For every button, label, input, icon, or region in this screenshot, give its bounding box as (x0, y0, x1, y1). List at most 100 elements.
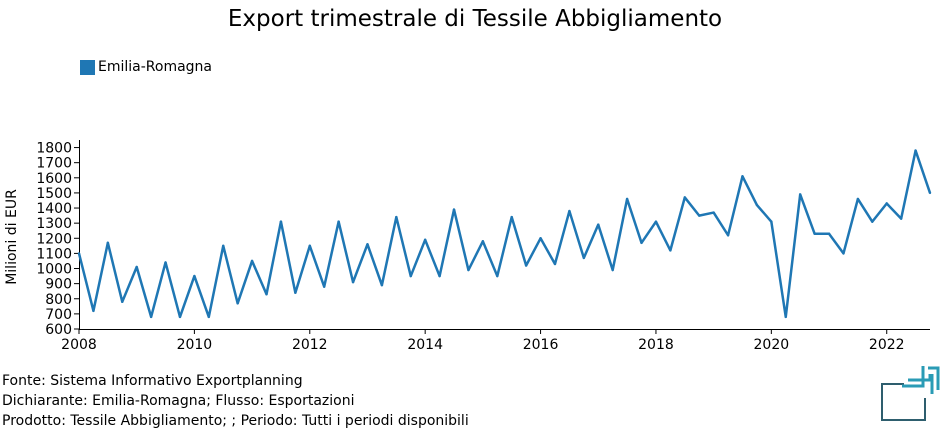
data-point (222, 244, 225, 248)
y-axis-label: Milioni di EUR (4, 189, 20, 285)
data-point (351, 280, 355, 284)
legend-label-emilia-romagna: Emilia-Romagna (98, 59, 213, 75)
x-tick-label: 2020 (754, 337, 790, 353)
data-point (712, 211, 715, 214)
data-point (625, 197, 629, 201)
data-point (510, 215, 513, 219)
y-tick-label: 600 (45, 322, 72, 338)
data-point (452, 208, 456, 211)
data-point (928, 191, 932, 195)
y-tick-label: 1700 (36, 156, 72, 172)
y-tick-label: 1100 (36, 246, 72, 262)
data-point (568, 209, 571, 213)
data-point (914, 149, 917, 152)
data-point (597, 223, 600, 226)
data-point (409, 274, 412, 278)
data-point (683, 196, 686, 199)
y-axis: 6007008009001000110012001300140015001600… (4, 140, 80, 338)
x-tick-label: 2022 (869, 337, 905, 353)
data-point (438, 274, 441, 278)
data-point (669, 249, 672, 252)
x-ticks: 2008 2010 2012 2014 2016 2018 2020 2022 (61, 329, 905, 353)
x-tick-label: 2014 (407, 337, 443, 353)
x-tick-label: 2016 (523, 337, 559, 353)
data-point (178, 315, 182, 319)
data-point (366, 243, 369, 246)
data-point (582, 256, 586, 260)
data-point (726, 234, 730, 237)
y-tick-label: 1800 (36, 141, 72, 157)
data-point (265, 293, 268, 296)
data-point (871, 220, 874, 223)
data-point (164, 261, 167, 264)
data-point (496, 274, 499, 278)
y-tick-label: 1200 (36, 231, 72, 247)
data-point (121, 300, 124, 303)
data-point (856, 197, 860, 201)
footer-source: Fonte: Sistema Informativo Exportplannin… (2, 373, 303, 389)
legend: Emilia-Romagna (80, 59, 212, 75)
data-point (899, 217, 903, 220)
data-point (308, 244, 311, 248)
y-tick-label: 1500 (36, 186, 72, 202)
data-point (423, 238, 427, 241)
y-tick-label: 900 (45, 277, 72, 293)
data-point (380, 283, 384, 287)
y-tick-label: 800 (45, 292, 72, 308)
data-point (827, 232, 831, 235)
series-layer (77, 149, 932, 319)
data-point (784, 315, 787, 319)
legend-swatch-emilia-romagna (80, 59, 95, 75)
x-tick-label: 2012 (292, 337, 328, 353)
data-point (149, 315, 153, 319)
chart-title: Export trimestrale di Tessile Abbigliame… (227, 6, 723, 32)
logo-arrow (902, 366, 940, 394)
data-point (654, 220, 658, 223)
data-point (77, 252, 81, 255)
footer: Fonte: Sistema Informativo Exportplannin… (2, 371, 469, 431)
data-point (611, 268, 614, 272)
exportplanning-logo-icon[interactable] (878, 364, 940, 424)
data-point (842, 252, 845, 255)
data-point (640, 241, 643, 245)
data-point (813, 232, 816, 235)
data-point (467, 268, 470, 272)
footer-product: Prodotto: Tessile Abbigliamento; ; Perio… (2, 413, 469, 429)
y-tick-label: 1600 (36, 171, 72, 187)
x-tick-label: 2010 (177, 337, 213, 353)
x-tick-label: 2018 (638, 337, 674, 353)
x-tick-label: 2008 (61, 337, 97, 353)
data-point (539, 237, 542, 240)
y-ticks: 6007008009001000110012001300140015001600… (36, 141, 79, 338)
data-point (798, 193, 802, 196)
data-point (236, 302, 239, 305)
logo-frame (881, 383, 926, 421)
data-point (755, 203, 759, 207)
data-point (885, 202, 888, 205)
footer-declarant: Dichiarante: Emilia-Romagna; Flusso: Esp… (2, 393, 355, 409)
data-point (135, 265, 138, 269)
data-point (481, 240, 485, 243)
data-point (770, 220, 773, 223)
data-point (279, 220, 283, 223)
y-tick-label: 1300 (36, 216, 72, 232)
y-tick-label: 700 (45, 307, 72, 323)
data-point (741, 175, 744, 178)
data-point (106, 241, 110, 245)
data-point (193, 274, 196, 278)
data-point (395, 215, 398, 219)
y-tick-label: 1000 (36, 262, 72, 278)
data-point (337, 220, 340, 223)
data-point (553, 262, 557, 266)
data-point (294, 291, 297, 294)
data-point (92, 309, 95, 313)
series-line-emilia-romagna (77, 149, 932, 319)
y-tick-label: 1400 (36, 201, 72, 217)
data-point (207, 315, 211, 319)
line-chart: 6007008009001000110012001300140015001600… (4, 140, 932, 353)
data-point (250, 259, 254, 263)
data-point (698, 214, 701, 217)
data-point (323, 285, 326, 288)
x-axis: 2008 2010 2012 2014 2016 2018 2020 2022 (61, 329, 930, 353)
data-point (524, 264, 528, 267)
